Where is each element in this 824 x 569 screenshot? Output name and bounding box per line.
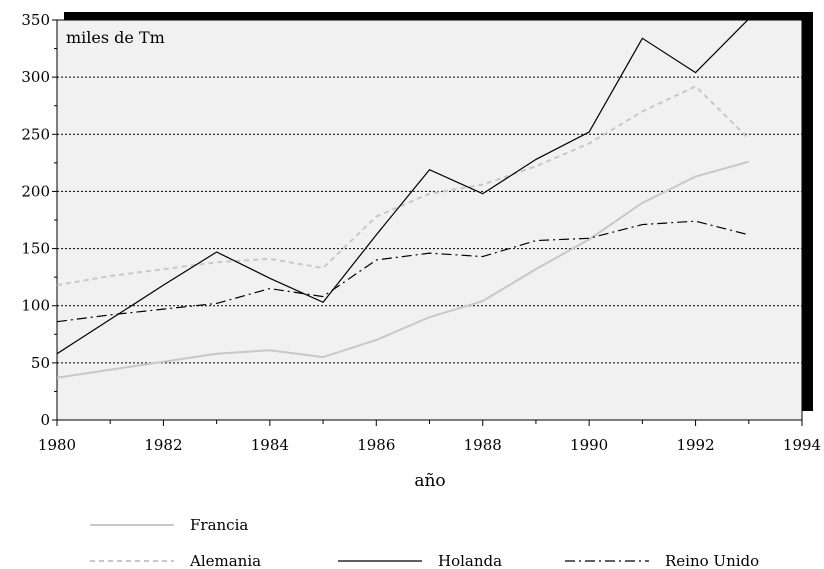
y-tick-label-300: 300 [21,68,50,86]
y-tick-label-350: 350 [21,11,50,29]
y-tick-label-250: 250 [21,125,50,143]
y-tick-label-0: 0 [40,411,50,429]
y-tick-label-200: 200 [21,182,50,200]
legend-label-alemania: Alemania [189,552,261,569]
x-tick-label-1984: 1984 [251,436,289,454]
x-axis-title: año [414,471,445,491]
x-tick-label-1990: 1990 [570,436,608,454]
legend-label-reino-unido: Reino Unido [665,552,759,569]
legend-label-francia: Francia [190,516,248,534]
unit-label: miles de Tm [66,28,165,47]
x-tick-label-1986: 1986 [357,436,395,454]
series-lines [57,20,750,379]
grid-lines [57,76,802,364]
x-tick-label-1988: 1988 [464,436,502,454]
series-line-holanda [57,20,749,355]
x-tick-label-1982: 1982 [144,436,182,454]
x-tick-label-1980: 1980 [38,436,76,454]
legend: Francia Alemania Holanda Reino Unido [90,516,759,569]
plot-area [56,19,803,421]
y-tick-label-50: 50 [31,354,50,372]
legend-label-holanda: Holanda [438,552,502,569]
x-tick-label-1992: 1992 [676,436,714,454]
x-tick-label-1994: 1994 [783,436,821,454]
axes: 0 50 100 150 200 250 300 350 1980 1982 1984 1986 198… [21,11,821,454]
y-tick-label-150: 150 [21,240,50,258]
series-line-alemania [57,85,750,287]
series-line-francia [57,160,750,379]
y-tick-label-100: 100 [21,297,50,315]
series-line-reino-unido [57,220,749,323]
